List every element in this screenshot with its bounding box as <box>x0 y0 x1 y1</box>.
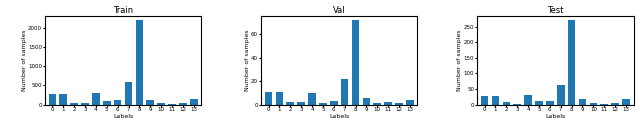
X-axis label: Labels: Labels <box>545 114 565 119</box>
Bar <box>622 99 630 105</box>
Bar <box>103 101 111 105</box>
Bar <box>524 95 532 105</box>
Title: Val: Val <box>333 6 346 15</box>
Bar <box>502 102 510 105</box>
Bar <box>298 102 305 105</box>
Bar <box>276 92 283 105</box>
Bar <box>125 82 132 105</box>
Bar <box>374 103 381 105</box>
Bar <box>341 79 348 105</box>
Bar <box>319 103 326 105</box>
Y-axis label: Number of samples: Number of samples <box>458 30 462 91</box>
Y-axis label: Number of samples: Number of samples <box>244 30 250 91</box>
Bar <box>481 96 488 105</box>
Bar <box>60 94 67 105</box>
Y-axis label: Number of samples: Number of samples <box>22 30 27 91</box>
Bar <box>492 96 499 105</box>
Bar <box>546 101 554 105</box>
Bar <box>136 20 143 105</box>
Bar <box>363 98 370 105</box>
Bar <box>535 101 543 105</box>
Bar <box>114 100 122 105</box>
Bar <box>406 100 413 105</box>
Bar <box>352 20 359 105</box>
Bar <box>557 85 564 105</box>
X-axis label: Labels: Labels <box>113 114 133 119</box>
Bar <box>70 103 78 105</box>
Bar <box>81 103 89 105</box>
Bar <box>513 104 521 105</box>
Title: Train: Train <box>113 6 133 15</box>
Bar <box>568 20 575 105</box>
Bar <box>396 103 403 105</box>
Bar <box>385 102 392 105</box>
Bar <box>589 103 597 105</box>
Bar <box>265 92 273 105</box>
Bar <box>330 101 337 105</box>
Bar <box>190 99 198 105</box>
Bar <box>600 104 608 105</box>
Bar <box>92 93 100 105</box>
Bar <box>168 104 176 105</box>
Bar <box>179 103 187 105</box>
Title: Test: Test <box>547 6 564 15</box>
Bar <box>49 94 56 105</box>
Bar <box>157 103 165 105</box>
Bar <box>147 100 154 105</box>
Bar <box>611 103 619 105</box>
X-axis label: Labels: Labels <box>329 114 349 119</box>
Bar <box>308 93 316 105</box>
Bar <box>579 99 586 105</box>
Bar <box>287 102 294 105</box>
